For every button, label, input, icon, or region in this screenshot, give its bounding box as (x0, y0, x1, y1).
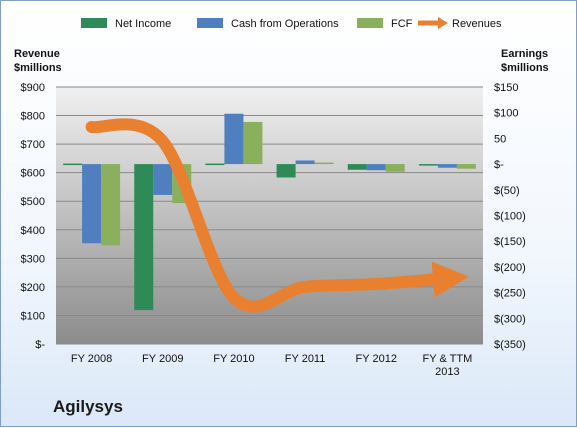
x-tick-label: 2013 (435, 366, 459, 378)
x-tick-label: FY & TTM (423, 353, 473, 365)
x-tick-label: FY 2011 (285, 353, 326, 365)
legend-label: FCF (391, 18, 413, 30)
bar-cash-from-operations (224, 113, 244, 165)
bar-net-income (134, 164, 154, 311)
bar-cash-from-operations (366, 164, 386, 171)
left-tick-label: $200 (21, 282, 45, 294)
grid-lines (56, 86, 483, 345)
left-axis-ticks: $- $100 $200 $300 $400 $500 $600 $700 $800 $900 (21, 82, 46, 351)
legend-swatch-net-income (81, 18, 107, 28)
bar-net-income (276, 164, 296, 178)
right-tick-label: $(300) (494, 313, 526, 325)
bar-fcf (385, 164, 405, 172)
bar-cash-from-operations (295, 160, 315, 165)
right-axis-title: Earnings (501, 48, 548, 60)
right-tick-label: $(250) (494, 288, 526, 300)
left-tick-label: $800 (21, 111, 45, 123)
left-axis-title: Revenue (14, 48, 60, 60)
line-series (85, 118, 469, 313)
right-tick-label: $(100) (494, 211, 526, 223)
company-name: Agilysys (53, 397, 123, 416)
left-tick-label: $700 (21, 139, 45, 151)
right-tick-label: $(50) (494, 185, 520, 197)
legend-arrowhead (438, 17, 448, 29)
x-tick-label: FY 2010 (213, 353, 254, 365)
revenues-line (85, 118, 469, 313)
bar-fcf (101, 164, 121, 246)
right-tick-label: $(350) (494, 339, 526, 351)
right-axis-title-line2: $millions (501, 62, 549, 74)
bar-fcf (243, 121, 263, 165)
left-axis-title-line2: $millions (14, 62, 62, 74)
right-tick-label: $(150) (494, 236, 526, 248)
x-tick-label: FY 2008 (71, 353, 112, 365)
x-tick-label: FY 2009 (142, 353, 183, 365)
bar-net-income (205, 163, 225, 166)
left-tick-label: $300 (21, 253, 45, 265)
right-tick-label: $150 (494, 82, 518, 94)
left-tick-label: $400 (21, 225, 45, 237)
right-tick-label: $100 (494, 108, 518, 120)
bar-net-income (418, 164, 438, 166)
bar-net-income (347, 164, 367, 170)
bar-net-income (63, 163, 83, 166)
bar-cash-from-operations (437, 164, 457, 168)
left-tick-label: $500 (21, 196, 45, 208)
left-tick-label: $900 (21, 82, 45, 94)
legend: Net Income Cash from Operations FCF Revenue… (81, 17, 502, 30)
left-tick-label: $600 (21, 168, 45, 180)
x-tick-label: FY 2012 (356, 353, 397, 365)
legend-label: Cash from Operations (231, 18, 339, 30)
legend-label: Net Income (115, 18, 171, 30)
left-tick-label: $100 (21, 310, 45, 322)
right-tick-label: $(200) (494, 262, 526, 274)
left-tick-label: $- (35, 339, 45, 351)
right-tick-label: $- (494, 159, 504, 171)
x-axis-ticks: FY 2008 FY 2009 FY 2010 FY 2011 FY 2012 FY & … (71, 353, 472, 378)
legend-label: Revenues (452, 18, 502, 30)
bar-fcf (456, 164, 476, 169)
bar-cash-from-operations (82, 164, 102, 244)
legend-swatch-fcf (357, 18, 383, 28)
bar-fcf (314, 162, 334, 165)
right-tick-label: 50 (494, 133, 506, 145)
right-axis-ticks: $(350) $(300) $(250) $(200) $(150) $(100) $(50… (494, 82, 526, 351)
bar-cash-from-operations (153, 164, 173, 195)
legend-swatch-cash-from-operations (197, 18, 223, 28)
